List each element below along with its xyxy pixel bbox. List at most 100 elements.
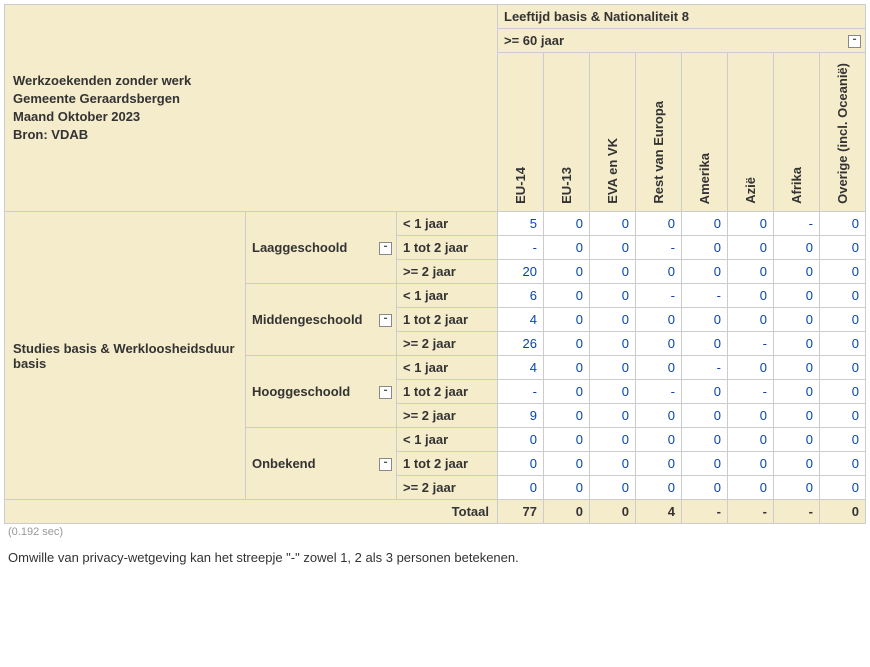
data-cell[interactable]: 0 <box>544 476 590 500</box>
data-cell[interactable]: 0 <box>544 380 590 404</box>
data-cell[interactable]: 0 <box>636 356 682 380</box>
data-cell[interactable]: 0 <box>774 404 820 428</box>
data-cell[interactable]: 0 <box>636 428 682 452</box>
data-cell[interactable]: 0 <box>728 428 774 452</box>
data-cell[interactable]: 0 <box>774 308 820 332</box>
data-cell[interactable]: 0 <box>682 332 728 356</box>
data-cell[interactable]: 20 <box>498 260 544 284</box>
data-cell[interactable]: 0 <box>728 236 774 260</box>
data-cell[interactable]: 0 <box>774 236 820 260</box>
data-cell[interactable]: 0 <box>728 356 774 380</box>
data-cell[interactable]: 0 <box>590 260 636 284</box>
data-cell[interactable]: 26 <box>498 332 544 356</box>
data-cell[interactable]: 0 <box>820 260 866 284</box>
collapse-icon[interactable]: - <box>379 386 392 399</box>
data-cell[interactable]: - <box>774 212 820 236</box>
data-cell[interactable]: 0 <box>820 212 866 236</box>
data-cell[interactable]: - <box>636 380 682 404</box>
data-cell[interactable]: 0 <box>820 380 866 404</box>
data-cell[interactable]: 4 <box>498 308 544 332</box>
data-cell[interactable]: 0 <box>774 332 820 356</box>
data-cell[interactable]: - <box>682 356 728 380</box>
data-cell[interactable]: 0 <box>590 428 636 452</box>
data-cell[interactable]: 0 <box>774 284 820 308</box>
data-cell[interactable]: 0 <box>774 260 820 284</box>
data-cell[interactable]: 4 <box>498 356 544 380</box>
data-cell[interactable]: 0 <box>544 284 590 308</box>
data-cell[interactable]: 0 <box>682 452 728 476</box>
data-cell[interactable]: - <box>636 236 682 260</box>
collapse-icon[interactable]: - <box>379 314 392 327</box>
data-cell[interactable]: 9 <box>498 404 544 428</box>
data-cell[interactable]: 0 <box>728 476 774 500</box>
data-cell[interactable]: 0 <box>590 332 636 356</box>
data-cell[interactable]: 0 <box>544 308 590 332</box>
data-cell[interactable]: - <box>728 332 774 356</box>
data-cell[interactable]: 0 <box>544 260 590 284</box>
data-cell[interactable]: 0 <box>820 308 866 332</box>
data-cell[interactable]: 6 <box>498 284 544 308</box>
data-cell[interactable]: 0 <box>682 476 728 500</box>
data-cell[interactable]: - <box>498 380 544 404</box>
data-cell[interactable]: 0 <box>774 428 820 452</box>
data-cell[interactable]: 0 <box>636 260 682 284</box>
data-cell[interactable]: - <box>498 236 544 260</box>
data-cell[interactable]: 0 <box>636 332 682 356</box>
data-cell[interactable]: 0 <box>636 308 682 332</box>
data-cell[interactable]: 0 <box>774 356 820 380</box>
collapse-icon[interactable]: - <box>379 458 392 471</box>
data-cell[interactable]: 0 <box>820 404 866 428</box>
data-cell[interactable]: 0 <box>820 452 866 476</box>
data-cell[interactable]: 0 <box>774 476 820 500</box>
data-cell[interactable]: 0 <box>774 380 820 404</box>
data-cell[interactable]: 0 <box>682 308 728 332</box>
data-cell[interactable]: 0 <box>590 380 636 404</box>
data-cell[interactable]: 0 <box>682 260 728 284</box>
data-cell[interactable]: 0 <box>498 452 544 476</box>
data-cell[interactable]: 0 <box>682 236 728 260</box>
data-cell[interactable]: 0 <box>636 476 682 500</box>
data-cell[interactable]: 0 <box>544 452 590 476</box>
data-cell[interactable]: 0 <box>774 452 820 476</box>
data-cell[interactable]: 0 <box>820 476 866 500</box>
data-cell[interactable]: 0 <box>728 404 774 428</box>
data-cell[interactable]: 0 <box>590 308 636 332</box>
data-cell[interactable]: 0 <box>682 380 728 404</box>
data-cell[interactable]: 0 <box>636 452 682 476</box>
data-cell[interactable]: 0 <box>820 356 866 380</box>
data-cell[interactable]: 0 <box>728 284 774 308</box>
data-cell[interactable]: - <box>636 284 682 308</box>
data-cell[interactable]: 0 <box>682 212 728 236</box>
collapse-icon[interactable]: - <box>379 242 392 255</box>
data-cell[interactable]: 0 <box>590 476 636 500</box>
data-cell[interactable]: 0 <box>728 260 774 284</box>
data-cell[interactable]: 0 <box>590 212 636 236</box>
data-cell[interactable]: - <box>682 284 728 308</box>
data-cell[interactable]: 0 <box>728 212 774 236</box>
data-cell[interactable]: 0 <box>590 452 636 476</box>
data-cell[interactable]: 0 <box>498 476 544 500</box>
data-cell[interactable]: 0 <box>544 332 590 356</box>
data-cell[interactable]: 0 <box>590 404 636 428</box>
data-cell[interactable]: 0 <box>544 428 590 452</box>
data-cell[interactable]: 0 <box>728 452 774 476</box>
data-cell[interactable]: 0 <box>728 308 774 332</box>
data-cell[interactable]: 0 <box>820 236 866 260</box>
data-cell[interactable]: 0 <box>544 212 590 236</box>
data-cell[interactable]: 0 <box>590 284 636 308</box>
data-cell[interactable]: 0 <box>544 236 590 260</box>
data-cell[interactable]: 0 <box>682 404 728 428</box>
data-cell[interactable]: - <box>728 380 774 404</box>
data-cell[interactable]: 0 <box>590 356 636 380</box>
data-cell[interactable]: 0 <box>544 356 590 380</box>
data-cell[interactable]: 0 <box>590 236 636 260</box>
data-cell[interactable]: 0 <box>820 428 866 452</box>
data-cell[interactable]: 0 <box>636 404 682 428</box>
data-cell[interactable]: 0 <box>682 428 728 452</box>
collapse-icon[interactable]: - <box>848 35 861 48</box>
data-cell[interactable]: 0 <box>498 428 544 452</box>
data-cell[interactable]: 0 <box>820 284 866 308</box>
data-cell[interactable]: 0 <box>636 212 682 236</box>
data-cell[interactable]: 0 <box>544 404 590 428</box>
data-cell[interactable]: 5 <box>498 212 544 236</box>
